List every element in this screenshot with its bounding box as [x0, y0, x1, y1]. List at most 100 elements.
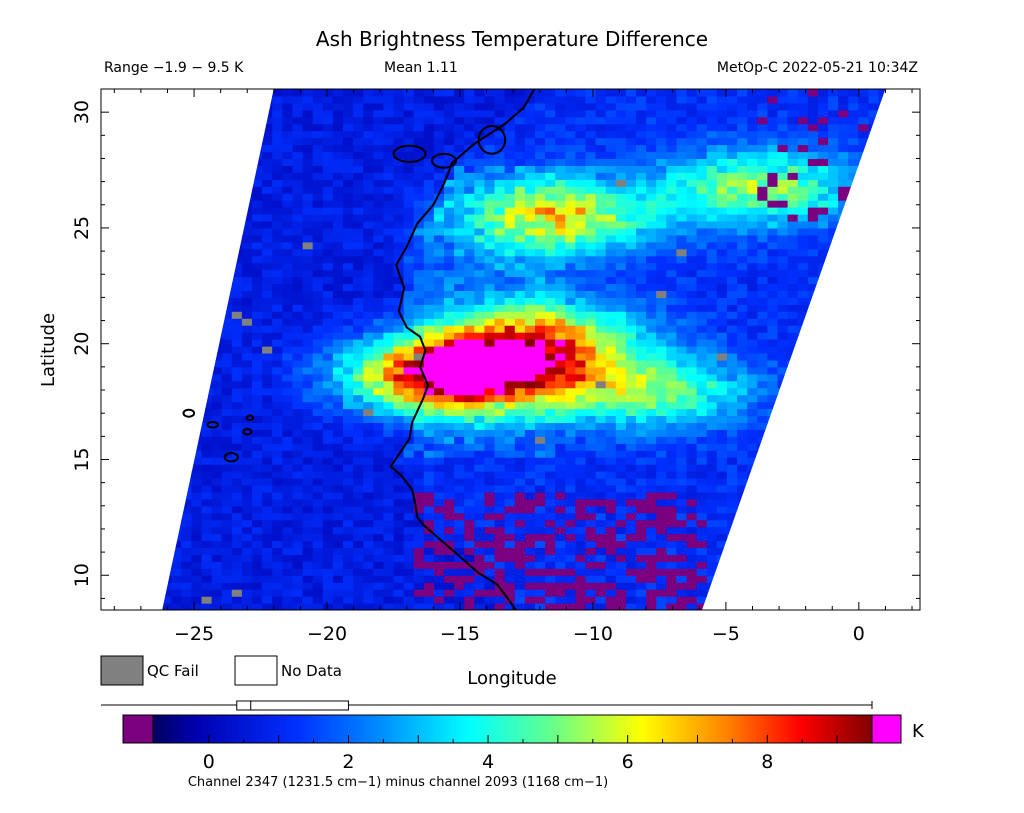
swath-cell — [191, 380, 203, 389]
swath-cell — [878, 290, 886, 298]
swath-cell — [777, 234, 789, 243]
swath-cell — [605, 332, 617, 340]
swath-cell — [252, 373, 263, 382]
swath-cell — [403, 498, 415, 507]
swath-cell — [656, 304, 667, 312]
swath-cell — [676, 512, 688, 521]
swath-cell — [151, 485, 162, 493]
swath-cell — [828, 464, 839, 472]
swath-cell — [787, 450, 799, 458]
swath-cell — [191, 234, 203, 243]
swath-cell — [726, 505, 738, 514]
swath-cell — [636, 283, 647, 291]
swath-cell — [332, 415, 344, 423]
swath-cell — [241, 422, 253, 430]
swath-cell — [191, 582, 203, 590]
swath-cell — [625, 241, 637, 250]
swath-cell — [575, 276, 587, 285]
swath-cell — [555, 443, 566, 451]
swath-cell — [181, 200, 192, 208]
swath-cell — [171, 422, 182, 430]
swath-cell — [262, 186, 273, 194]
swath-cell — [676, 269, 688, 278]
swath-cell — [252, 568, 263, 576]
swath-cell — [686, 179, 698, 187]
swath-cell — [595, 436, 607, 444]
swath-cell — [231, 366, 243, 375]
swath-cell — [201, 359, 213, 368]
swath-cell — [585, 422, 597, 430]
swath-cell — [514, 596, 526, 604]
swath-cell — [423, 491, 435, 500]
swath-cell — [383, 575, 395, 583]
swath-cell — [514, 401, 526, 410]
swath-cell — [141, 325, 152, 333]
swath-cell — [363, 394, 374, 403]
swath-cell — [343, 359, 354, 368]
swath-cell — [181, 193, 192, 201]
swath-cell — [181, 436, 192, 444]
swath-cell — [646, 540, 657, 548]
swath-cell — [444, 596, 455, 604]
swath-cell — [464, 457, 475, 465]
swath-cell — [383, 505, 395, 514]
swath-cell — [221, 554, 233, 562]
swath-cell — [191, 193, 203, 201]
swath-cell — [363, 526, 374, 535]
swath-cell — [565, 165, 576, 173]
swath-cell — [817, 603, 829, 610]
swath-cell — [838, 533, 849, 542]
swath-cell — [494, 603, 506, 610]
swath-cell — [696, 547, 708, 555]
swath-cell — [292, 373, 304, 382]
swath-cell — [454, 366, 465, 375]
swath-cell — [858, 394, 869, 403]
swath-cell — [221, 401, 233, 410]
swath-cell — [162, 366, 172, 375]
swath-cell — [777, 554, 789, 562]
swath-cell — [615, 568, 627, 576]
swath-cell — [646, 478, 657, 486]
swath-cell — [363, 172, 374, 180]
swath-cell — [899, 603, 910, 611]
swath-cell — [716, 359, 728, 368]
swath-cell — [555, 519, 566, 528]
swath-cell — [909, 443, 920, 451]
swath-cell — [454, 276, 465, 285]
swath-cell — [565, 179, 576, 187]
swath-cell — [413, 450, 425, 458]
swath-cell — [545, 373, 556, 382]
swath-cell — [393, 582, 405, 590]
swath-cell — [545, 540, 556, 548]
swath-cell — [494, 366, 506, 375]
swath-cell — [595, 519, 607, 528]
swath-cell — [474, 568, 485, 576]
swath-cell — [262, 353, 273, 361]
swath-cell — [605, 248, 617, 257]
swath-cell — [221, 179, 233, 187]
swath-cell — [595, 408, 607, 416]
swath-cell — [899, 291, 910, 299]
swath-cell — [747, 172, 758, 180]
swath-cell — [605, 505, 617, 514]
swath-cell — [484, 422, 496, 430]
swath-cell — [423, 401, 435, 410]
swath-cell — [353, 200, 364, 208]
swath-cell — [312, 519, 324, 528]
swath-cell — [706, 318, 718, 326]
swath-cell — [868, 297, 880, 305]
swath-cell — [433, 262, 445, 271]
swath-cell — [433, 339, 445, 347]
swath-cell — [726, 491, 738, 500]
swath-cell — [889, 304, 900, 312]
swath-cell — [444, 505, 455, 514]
swath-cell — [363, 359, 374, 368]
swath-cell — [889, 353, 900, 361]
swath-cell — [403, 214, 415, 222]
swath-cell — [312, 227, 324, 236]
swath-cell — [737, 408, 748, 416]
swath-cell — [686, 457, 698, 465]
swath-cell — [909, 402, 920, 410]
swath-cell — [444, 207, 455, 215]
swath-cell — [605, 540, 617, 548]
